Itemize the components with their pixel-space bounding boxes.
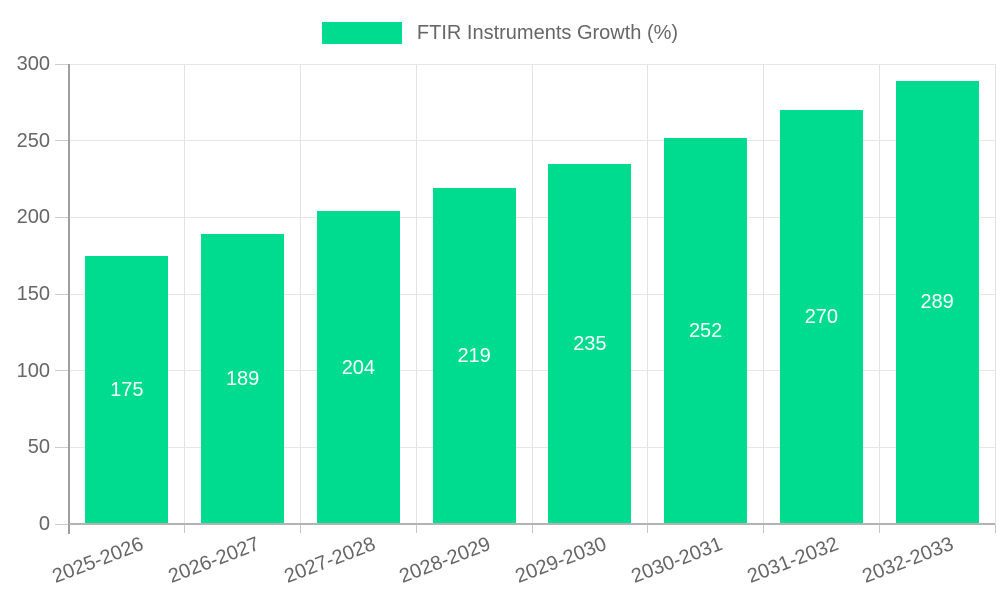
x-tick-label: 2031-2032 bbox=[744, 533, 842, 588]
y-axis-tick bbox=[55, 216, 69, 218]
bar bbox=[895, 80, 979, 524]
y-tick-label: 150 bbox=[16, 283, 50, 305]
y-tick-label: 300 bbox=[16, 53, 50, 75]
x-tick-label: 2030-2031 bbox=[628, 533, 726, 588]
x-axis-tick bbox=[647, 524, 649, 533]
x-gridline bbox=[415, 64, 417, 524]
y-tick-label: 250 bbox=[16, 129, 50, 152]
x-gridline bbox=[300, 64, 301, 524]
y-tick-label: 0 bbox=[38, 513, 50, 535]
y-axis-tick bbox=[55, 293, 69, 295]
x-tick-label: 2029-2030 bbox=[512, 533, 610, 588]
y-axis-tick bbox=[55, 140, 69, 142]
x-gridline bbox=[763, 64, 764, 524]
x-axis-line bbox=[69, 523, 995, 525]
x-tick-label: 2025-2026 bbox=[49, 533, 147, 588]
bar-value-label: 175 bbox=[110, 378, 144, 401]
y-axis-tick bbox=[55, 370, 69, 372]
x-gridline bbox=[994, 64, 996, 524]
x-axis-tick bbox=[994, 524, 996, 533]
bar-value-label: 270 bbox=[804, 306, 839, 328]
y-tick-label: 100 bbox=[16, 359, 50, 382]
x-tick-label: 2027-2028 bbox=[281, 533, 379, 588]
bar-value-label: 235 bbox=[573, 332, 607, 355]
x-axis-tick bbox=[415, 524, 417, 533]
bar-value-label: 204 bbox=[341, 356, 376, 379]
x-axis-tick bbox=[184, 524, 186, 533]
bar bbox=[664, 137, 748, 524]
bar-value-label: 252 bbox=[688, 319, 723, 342]
x-tick-label: 2026-2027 bbox=[165, 533, 263, 588]
bar-value-label: 289 bbox=[920, 291, 954, 314]
y-axis-tick bbox=[55, 63, 69, 65]
bar bbox=[432, 188, 516, 524]
x-gridline bbox=[878, 64, 880, 524]
x-axis-tick bbox=[531, 524, 533, 533]
x-axis-tick bbox=[763, 524, 764, 533]
y-axis-tick bbox=[55, 446, 69, 448]
x-gridline bbox=[184, 64, 186, 524]
legend-label: FTIR Instruments Growth (%) bbox=[416, 21, 679, 44]
x-gridline bbox=[531, 64, 533, 524]
bar bbox=[85, 255, 169, 524]
bar-value-label: 189 bbox=[225, 368, 260, 391]
x-tick-label: 2028-2029 bbox=[396, 533, 495, 588]
x-gridline bbox=[647, 64, 649, 524]
y-axis-tick bbox=[55, 523, 69, 525]
x-axis-tick bbox=[300, 524, 301, 533]
y-tick-label: 200 bbox=[16, 206, 50, 229]
legend-swatch bbox=[321, 22, 402, 44]
bar bbox=[201, 234, 285, 524]
y-axis-line bbox=[67, 64, 70, 534]
x-tick-label: 2032-2033 bbox=[859, 533, 958, 588]
bar bbox=[779, 110, 863, 524]
bar bbox=[548, 163, 632, 524]
y-tick-label: 50 bbox=[27, 436, 50, 459]
bar bbox=[316, 211, 400, 524]
bar-value-label: 219 bbox=[457, 345, 491, 368]
legend: FTIR Instruments Growth (%) bbox=[0, 20, 1000, 46]
x-axis-tick bbox=[878, 524, 880, 533]
